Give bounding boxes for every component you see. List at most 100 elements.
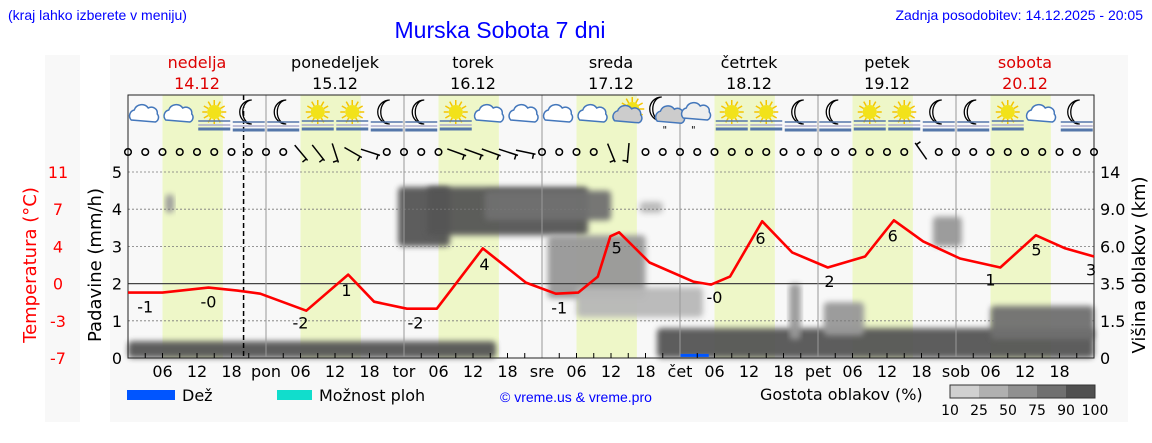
temperature-label: 5 [1031, 241, 1041, 260]
wind-calm-icon [175, 147, 184, 157]
wind-barb-tick [496, 154, 500, 161]
credit-link[interactable]: © vreme.us & vreme.pro [500, 389, 652, 405]
daylight-band [162, 95, 223, 358]
wind-barb-icon [360, 148, 381, 160]
sun-ray [323, 114, 329, 119]
wind-barb-icon [914, 141, 928, 160]
legend-density-label: Gostota oblakov (%) [760, 385, 923, 404]
wind-barb-tick [356, 156, 361, 162]
wind-calm-icon [865, 147, 874, 157]
x-hour-label: 18 [911, 362, 931, 381]
sun-ray [320, 101, 325, 107]
temperature-label: 1 [341, 281, 351, 300]
weather-icon-cloud [473, 104, 505, 123]
weather-icon-moon-fog [405, 99, 438, 132]
x-hour-label: 18 [1049, 362, 1069, 381]
x-hour-label: 06 [290, 362, 310, 381]
day-date: 16.12 [450, 74, 496, 93]
density-level-label: 75 [1028, 403, 1046, 419]
wind-calm-icon [813, 147, 823, 157]
weather-icon-moon-fog [819, 99, 852, 132]
wind-calm-icon [658, 147, 667, 157]
sun-ray [907, 101, 911, 107]
wind-barb-shaft [626, 142, 630, 164]
precip-tick-label: 2 [112, 275, 122, 294]
sun-ray [897, 101, 902, 107]
x-hour-label: 18 [221, 362, 241, 381]
wind-barb-shaft [498, 148, 519, 157]
wind-barb-icon [498, 148, 519, 160]
rain-drops-icon: " [662, 125, 667, 136]
day-date: 15.12 [312, 74, 358, 93]
sun-ray [357, 114, 364, 119]
day-name: torek [452, 53, 494, 72]
sun-ray [734, 101, 739, 107]
daylight-band [300, 95, 361, 358]
cloud-density-blob [165, 194, 174, 213]
wind-barb-shaft [481, 148, 501, 157]
wind-calm-icon [762, 147, 771, 157]
x-day-label: pet [805, 362, 831, 381]
temp-axis-panel [45, 55, 80, 422]
wind-calm-icon [158, 147, 167, 157]
sun-ray [759, 101, 764, 107]
wind-barb-icon [311, 144, 326, 163]
x-hour-label: 06 [566, 362, 586, 381]
sun-ray [444, 105, 451, 110]
cloud-height-tick-label: 6.0 [1100, 237, 1125, 256]
sun-icon [310, 105, 325, 119]
x-hour-label: 18 [635, 362, 655, 381]
weather-icon-sun-fog [991, 100, 1024, 131]
density-swatch [950, 385, 979, 398]
sun-ray [217, 101, 221, 107]
temp-axis-title: Temperatura (°C) [20, 187, 41, 344]
sun-ray [444, 114, 451, 119]
cloud-icon [1025, 104, 1057, 123]
sun-ray [863, 101, 867, 107]
wind-calm-icon [1055, 147, 1064, 157]
precip-tick-label: 3 [112, 237, 122, 256]
day-name: sobota [998, 53, 1052, 72]
sun-ray [323, 105, 329, 110]
sun-ray [769, 101, 773, 107]
rain-drops-icon: " [691, 125, 696, 136]
sun-ray [219, 114, 226, 119]
wind-barb-tick [318, 158, 324, 163]
temperature-label: 6 [755, 229, 765, 248]
x-hour-label: 12 [1015, 362, 1035, 381]
wind-barb-icon [344, 146, 363, 162]
weather-icon-sun-fog [336, 100, 369, 131]
temperature-label: 4 [479, 255, 489, 274]
day-date: 20.12 [1002, 74, 1048, 93]
wind-calm-icon [434, 147, 443, 157]
wind-calm-icon [1089, 147, 1099, 157]
wind-barb-tick [301, 158, 307, 163]
wind-barb-shaft [914, 142, 928, 160]
wind-barb-icon [481, 148, 501, 161]
daylight-band [714, 95, 775, 358]
weather-icon-moon-fog [784, 99, 817, 132]
x-hour-label: 12 [739, 362, 759, 381]
cloud-height-tick-label: 1.5 [1100, 312, 1125, 331]
wind-barb-icon [447, 148, 467, 161]
wind-calm-icon [641, 147, 650, 157]
wind-calm-icon [261, 147, 271, 157]
wind-calm-icon [831, 147, 840, 157]
temperature-label: 3 [1086, 261, 1096, 280]
sun-icon [207, 105, 222, 119]
cloud-density-blob [547, 235, 646, 299]
wind-barb-tick [479, 154, 483, 161]
sun-ray [909, 105, 916, 110]
wind-barb-tick [332, 159, 339, 163]
wind-barb-shaft [344, 146, 363, 159]
day-name: ponedeljek [291, 53, 380, 72]
temperature-label: 2 [824, 272, 834, 291]
sun-ray [893, 105, 899, 110]
cloud-density-blob [484, 190, 611, 221]
moon-icon [411, 99, 425, 125]
weather-icon-sun-fog [888, 100, 921, 131]
sun-ray [625, 98, 630, 104]
temperature-label: -2 [408, 314, 424, 333]
wind-barb-icon [515, 149, 536, 159]
wind-calm-icon [417, 147, 426, 157]
